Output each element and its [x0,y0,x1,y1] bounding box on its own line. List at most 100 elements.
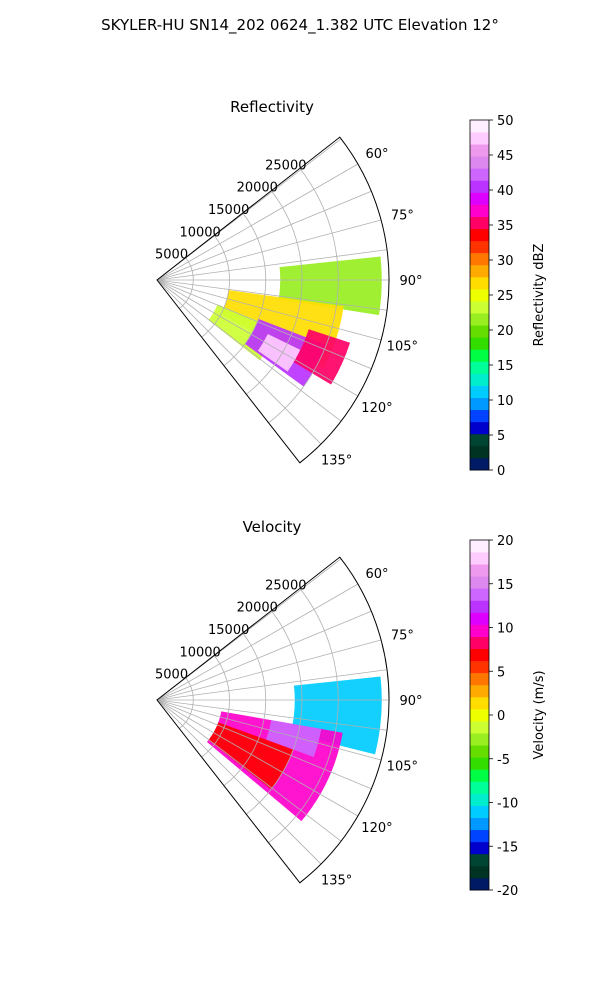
reflectivity-echo-region-1 [278,256,382,316]
reflectivity-colorbar-segment-17 [470,264,489,278]
reflectivity-colorbar-tick-30: 30 [497,254,514,269]
velocity-colorbar-label: Velocity (m/s) [532,670,547,759]
reflectivity-colorbar-segment-29 [470,120,489,133]
reflectivity-colorbar-segment-7 [470,385,489,398]
reflectivity-colorbar-segment-2 [470,445,489,459]
reflectivity-colorbar-tick-50: 50 [497,114,514,129]
reflectivity-colorbar-segment-22 [470,204,489,217]
reflectivity-range-tick-10000: 10000 [179,225,220,240]
velocity-colorbar-segment-9 [470,781,489,794]
velocity-colorbar-segment-1 [470,877,489,891]
velocity-colorbar-tick-0: 0 [497,709,505,724]
velocity-azimuth-tick-75: 75° [391,628,414,643]
velocity-range-tick-10000: 10000 [179,645,220,660]
velocity-colorbar-segment-17 [470,684,489,698]
reflectivity-colorbar-segment-4 [470,421,489,435]
reflectivity-colorbar-segment-3 [470,433,489,447]
reflectivity-spoke-5 [156,249,388,281]
reflectivity-range-ring-3 [223,212,267,367]
velocity-spoke-11 [156,699,342,842]
reflectivity-range-tick-25000: 25000 [265,158,306,173]
velocity-echo-region-3 [266,720,322,758]
velocity-azimuth-tick-90: 90° [399,694,422,709]
reflectivity-polar-frame [156,136,390,464]
reflectivity-colorbar-segment-14 [470,301,489,314]
reflectivity-colorbar-tick-35: 35 [497,219,514,234]
reflectivity-spoke-3 [156,190,372,281]
reflectivity-colorbar-tick-25: 25 [497,289,514,304]
reflectivity-spoke-12 [156,279,322,445]
velocity-spoke-12 [156,699,322,865]
reflectivity-echo-region-6 [293,329,351,385]
reflectivity-spoke-4 [156,219,382,281]
reflectivity-colorbar-tick-40: 40 [497,184,514,199]
velocity-colorbar-tick-15: 15 [497,578,514,593]
velocity-colorbar-segment-29 [470,540,489,553]
reflectivity-spoke-7 [156,279,388,311]
velocity-spoke-2 [156,583,359,701]
velocity-colorbar-segment-2 [470,865,489,879]
reflectivity-azimuth-tick-90: 90° [399,274,422,289]
velocity-spoke-7 [156,699,388,731]
reflectivity-azimuth-tick-75: 75° [391,208,414,223]
velocity-range-ring-5 [268,588,339,844]
reflectivity-spoke-10 [156,279,359,397]
velocity-colorbar-segment-26 [470,576,489,589]
reflectivity-colorbar-segment-19 [470,240,489,254]
velocity-range-ring-3 [223,632,267,787]
velocity-azimuth-tick-135: 135° [321,874,352,889]
reflectivity-colorbar-segment-15 [470,288,489,302]
reflectivity-colorbar-segment-16 [470,276,489,290]
velocity-range-ring-2 [201,655,230,758]
reflectivity-colorbar-segment-27 [470,144,489,157]
velocity-colorbar-segment-13 [470,733,489,746]
reflectivity-colorbar-tick-20: 20 [497,324,514,339]
velocity-azimuth-tick-105: 105° [387,760,418,775]
velocity-colorbar-segment-15 [470,708,489,722]
velocity-range-ring-4 [246,610,303,815]
reflectivity-colorbar-segment-11 [470,337,489,350]
reflectivity-colorbar-segment-13 [470,313,489,326]
velocity-colorbar-segment-6 [470,817,489,831]
velocity-colorbar-tick-5: 5 [497,665,505,680]
velocity-colorbar-segment-4 [470,841,489,855]
velocity-range-tick-5000: 5000 [155,668,188,683]
velocity-colorbar-segment-28 [470,552,489,565]
reflectivity-colorbar-segment-8 [470,373,489,386]
velocity-colorbar-segment-10 [470,769,489,782]
velocity-colorbar-segment-18 [470,672,489,686]
velocity-panel: Velocity500010000150002000025000Meters60… [155,518,547,899]
velocity-azimuth-tick-60: 60° [365,567,388,582]
reflectivity-range-tick-5000: 5000 [155,248,188,263]
velocity-spoke-4 [156,639,382,701]
reflectivity-colorbar-label: Reflectivity dBZ [532,244,547,347]
reflectivity-colorbar-segment-25 [470,168,489,181]
reflectivity-azimuth-tick-105: 105° [387,340,418,355]
reflectivity-colorbar-segment-26 [470,156,489,169]
reflectivity-colorbar-segment-6 [470,397,489,411]
velocity-colorbar-segment-24 [470,600,489,613]
velocity-title: Velocity [243,518,302,536]
velocity-colorbar-segment-25 [470,588,489,601]
reflectivity-colorbar-segment-20 [470,228,489,242]
reflectivity-azimuth-tick-120: 120° [361,401,392,416]
reflectivity-colorbar-segment-21 [470,216,489,230]
reflectivity-panel: Reflectivity500010000150002000025000Mete… [155,98,547,479]
reflectivity-colorbar-segment-5 [470,409,489,423]
velocity-colorbar-segment-23 [470,612,489,625]
reflectivity-echo-region-5 [257,334,301,372]
velocity-spoke-3 [156,610,372,701]
reflectivity-colorbar-segment-28 [470,132,489,145]
reflectivity-azimuth-tick-60: 60° [365,147,388,162]
reflectivity-spoke-8 [156,279,382,341]
reflectivity-colorbar-tick-45: 45 [497,149,514,164]
reflectivity-colorbar-tick-5: 5 [497,429,505,444]
velocity-colorbar-segment-20 [470,648,489,662]
reflectivity-colorbar-segment-1 [470,457,489,471]
velocity-colorbar-segment-12 [470,745,489,758]
reflectivity-colorbar-segment-23 [470,192,489,205]
velocity-spoke-5 [156,669,388,701]
reflectivity-colorbar-tick-15: 15 [497,359,514,374]
velocity-colorbar-segment-14 [470,721,489,734]
